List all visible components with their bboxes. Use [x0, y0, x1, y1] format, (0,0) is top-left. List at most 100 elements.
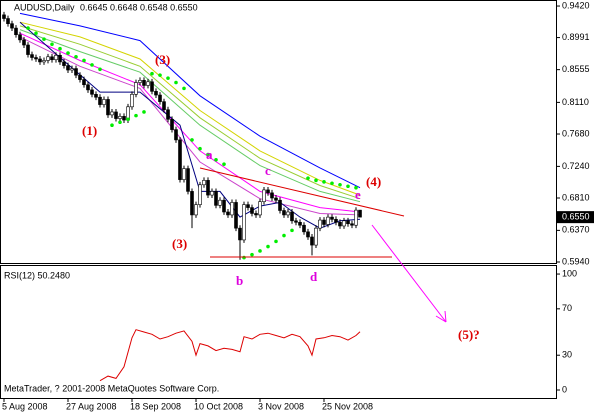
candle-body — [290, 211, 294, 222]
candle-body — [358, 209, 362, 218]
wave-label: a — [206, 147, 213, 162]
wave-label: b — [236, 273, 243, 288]
y-tick-label: 0.7240 — [562, 161, 590, 171]
wave-label: (4) — [366, 174, 381, 189]
sar-dot — [214, 157, 218, 162]
sar-dot — [206, 152, 210, 157]
candle-body — [86, 84, 90, 91]
candle-body — [190, 191, 194, 216]
candle-body — [58, 55, 62, 63]
candle-body — [178, 139, 182, 180]
candle-body — [42, 60, 46, 63]
candle-body — [98, 96, 102, 105]
sar-dot — [290, 228, 294, 233]
sar-dot — [314, 178, 318, 183]
sar-dot — [274, 239, 278, 244]
candle-body — [286, 211, 290, 216]
candle-body — [154, 91, 158, 96]
sar-dot — [118, 120, 122, 125]
sar-dot — [222, 162, 226, 166]
candle-body — [242, 204, 246, 241]
current-price-box — [557, 211, 594, 224]
candle-body — [114, 111, 118, 119]
candle-body — [182, 168, 186, 180]
sar-dot — [346, 184, 350, 189]
indicator-line — [19, 12, 361, 189]
candle-body — [146, 81, 150, 86]
candle-body — [162, 101, 166, 111]
wave-label: c — [265, 163, 271, 178]
x-tick-label: 18 Sep 2008 — [130, 401, 181, 411]
candle-body — [274, 197, 278, 201]
sar-dot — [158, 73, 162, 77]
candle-body — [10, 23, 14, 29]
candle-body — [150, 81, 154, 92]
plot-layer — [2, 11, 362, 382]
sar-dot — [242, 255, 246, 260]
candle-body — [34, 57, 38, 60]
indicator-line — [19, 21, 361, 196]
wave-label: (3) — [172, 236, 187, 251]
sar-dot — [330, 181, 334, 186]
candle-body — [326, 216, 330, 225]
candle-body — [134, 82, 138, 95]
candle-body — [214, 191, 218, 206]
sar-dot — [26, 26, 30, 30]
candle-body — [90, 89, 94, 95]
candle-body — [78, 74, 82, 80]
sar-dot — [74, 54, 78, 59]
candle-body — [258, 201, 262, 216]
sar-dot — [282, 233, 286, 238]
candle-body — [222, 199, 226, 213]
candle-body — [282, 210, 286, 216]
indicator-line — [19, 21, 361, 229]
y-tick-label: 30 — [562, 350, 572, 360]
candle-body — [82, 79, 86, 86]
candle-body — [50, 56, 54, 61]
projection-arrow — [371, 224, 447, 323]
sar-dot — [126, 117, 130, 122]
candle-body — [122, 116, 126, 121]
sar-dot — [322, 180, 326, 184]
sar-dot — [42, 37, 46, 41]
y-tick-label: 0.6370 — [562, 225, 590, 235]
current-price-label: 0.6550 — [562, 212, 590, 222]
y-tick-label: 0.8991 — [562, 32, 590, 42]
x-tick-label: 27 Aug 2008 — [66, 401, 117, 411]
candle-body — [22, 39, 26, 46]
x-tick-label: 25 Nov 2008 — [322, 401, 373, 411]
main-panel — [0, 0, 557, 264]
candle-body — [270, 192, 274, 199]
candle-body — [330, 216, 334, 220]
candle-body — [158, 94, 162, 102]
candle-body — [46, 56, 50, 61]
candle-body — [130, 93, 134, 108]
sar-dot — [142, 110, 146, 114]
indicator-line — [19, 25, 361, 200]
sar-dot — [150, 71, 154, 76]
candle-body — [226, 211, 230, 216]
sar-dot — [58, 46, 62, 51]
rsi-title: RSI(12) 50.2480 — [4, 270, 70, 280]
x-tick-label: 10 Oct 2008 — [194, 401, 243, 411]
candle-body — [170, 119, 174, 130]
candle-body — [198, 184, 202, 205]
candle-body — [174, 129, 178, 141]
candle-body — [18, 34, 22, 41]
y-tick-label: 0 — [562, 384, 567, 394]
arrow-head — [435, 310, 447, 323]
indicator-line — [19, 32, 361, 213]
candle-body — [186, 168, 190, 192]
sar-dot — [110, 123, 114, 127]
candle-body — [206, 180, 210, 196]
sar-dot — [258, 249, 262, 253]
wave-label: d — [310, 269, 318, 284]
indicator-line — [19, 36, 361, 216]
candle-body — [14, 27, 18, 36]
candle-body — [210, 191, 214, 196]
y-tick-label: 70 — [562, 303, 572, 313]
y-tick-label: 0.7680 — [562, 128, 590, 138]
candle-body — [266, 189, 270, 194]
sar-dot — [190, 138, 194, 142]
